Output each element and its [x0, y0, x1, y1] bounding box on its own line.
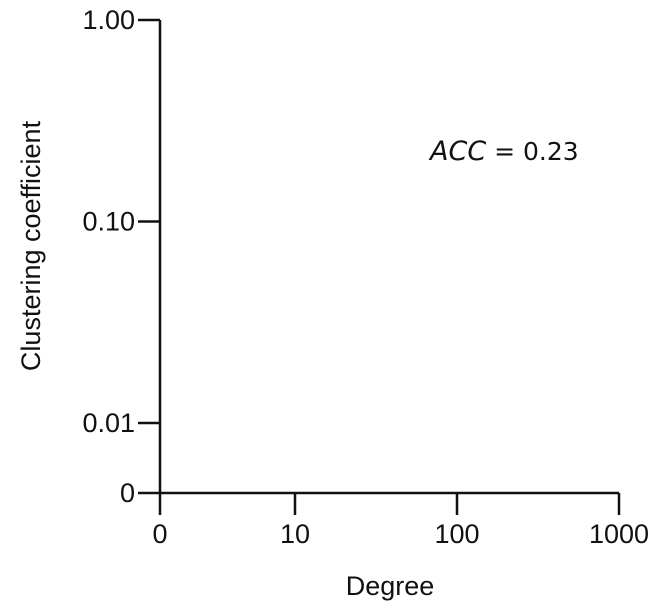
- x-ticks: 0 10 100 1000: [152, 493, 649, 549]
- x-axis-title: Degree: [346, 571, 435, 601]
- y-ticks: 0 0.01 0.10 1.00: [82, 5, 160, 508]
- y-tick-label: 0.10: [82, 207, 135, 237]
- y-tick-label: 0.01: [82, 408, 135, 438]
- x-tick-label: 10: [280, 519, 310, 549]
- acc-value: 0.23: [523, 137, 579, 166]
- y-tick-label: 1.00: [82, 5, 135, 35]
- chart-axes: [158, 20, 619, 495]
- acc-op: =: [486, 137, 523, 166]
- x-tick-label: 100: [434, 519, 479, 549]
- acc-var: ACC: [428, 136, 486, 167]
- x-tick-label: 0: [152, 519, 167, 549]
- acc-annotation: ACC = 0.23: [428, 136, 579, 167]
- x-tick-label: 1000: [589, 519, 649, 549]
- y-axis-title: Clustering coefficient: [16, 120, 46, 371]
- y-tick-label: 0: [120, 478, 135, 508]
